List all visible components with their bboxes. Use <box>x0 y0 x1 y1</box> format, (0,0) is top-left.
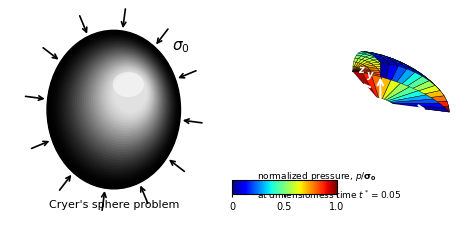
Polygon shape <box>394 101 449 107</box>
Polygon shape <box>353 71 377 97</box>
Ellipse shape <box>109 70 149 118</box>
Ellipse shape <box>70 45 169 163</box>
Ellipse shape <box>68 44 170 165</box>
Polygon shape <box>381 77 391 99</box>
Polygon shape <box>390 81 435 100</box>
Ellipse shape <box>49 32 179 186</box>
Ellipse shape <box>95 61 156 134</box>
Ellipse shape <box>63 41 173 170</box>
Ellipse shape <box>98 63 155 131</box>
Polygon shape <box>382 64 398 96</box>
Ellipse shape <box>52 33 178 184</box>
Ellipse shape <box>82 52 163 150</box>
Ellipse shape <box>105 67 152 123</box>
Polygon shape <box>390 95 434 102</box>
Polygon shape <box>380 63 389 96</box>
Polygon shape <box>386 69 415 97</box>
Ellipse shape <box>73 46 168 160</box>
Ellipse shape <box>56 36 176 178</box>
Ellipse shape <box>107 69 151 121</box>
Polygon shape <box>393 104 449 112</box>
Ellipse shape <box>54 35 177 181</box>
Ellipse shape <box>111 72 148 115</box>
Polygon shape <box>383 80 401 99</box>
Text: $\sigma_0$: $\sigma_0$ <box>172 39 190 55</box>
Text: x: x <box>436 111 442 121</box>
Ellipse shape <box>93 60 157 136</box>
Polygon shape <box>392 103 445 108</box>
Text: at dimensionless time $t^* = 0.05$: at dimensionless time $t^* = 0.05$ <box>257 189 401 201</box>
Ellipse shape <box>65 42 171 168</box>
Polygon shape <box>362 73 379 98</box>
Ellipse shape <box>84 54 162 147</box>
Ellipse shape <box>91 58 159 139</box>
Polygon shape <box>391 99 440 104</box>
Polygon shape <box>392 85 440 101</box>
Ellipse shape <box>114 73 147 113</box>
Polygon shape <box>388 91 426 102</box>
Polygon shape <box>384 83 410 100</box>
Ellipse shape <box>79 51 164 152</box>
Ellipse shape <box>47 30 181 189</box>
Polygon shape <box>384 66 407 96</box>
Ellipse shape <box>89 57 160 141</box>
Ellipse shape <box>47 30 181 189</box>
Polygon shape <box>394 104 449 112</box>
Ellipse shape <box>74 48 167 157</box>
Ellipse shape <box>113 72 144 97</box>
Polygon shape <box>387 72 422 98</box>
Ellipse shape <box>102 66 153 126</box>
Ellipse shape <box>61 39 173 173</box>
Polygon shape <box>389 76 429 99</box>
Ellipse shape <box>86 55 161 144</box>
Ellipse shape <box>100 64 154 128</box>
Ellipse shape <box>77 50 165 155</box>
Polygon shape <box>392 91 444 102</box>
Polygon shape <box>393 96 447 103</box>
Polygon shape <box>386 87 418 101</box>
Ellipse shape <box>58 38 175 176</box>
Text: Cryer's sphere problem: Cryer's sphere problem <box>48 200 179 210</box>
Text: y: y <box>367 70 374 80</box>
Text: normalized pressure, $p/\mathbf{\sigma_0}$: normalized pressure, $p/\mathbf{\sigma_0… <box>257 170 377 183</box>
Text: z: z <box>358 65 364 75</box>
Polygon shape <box>372 75 381 98</box>
